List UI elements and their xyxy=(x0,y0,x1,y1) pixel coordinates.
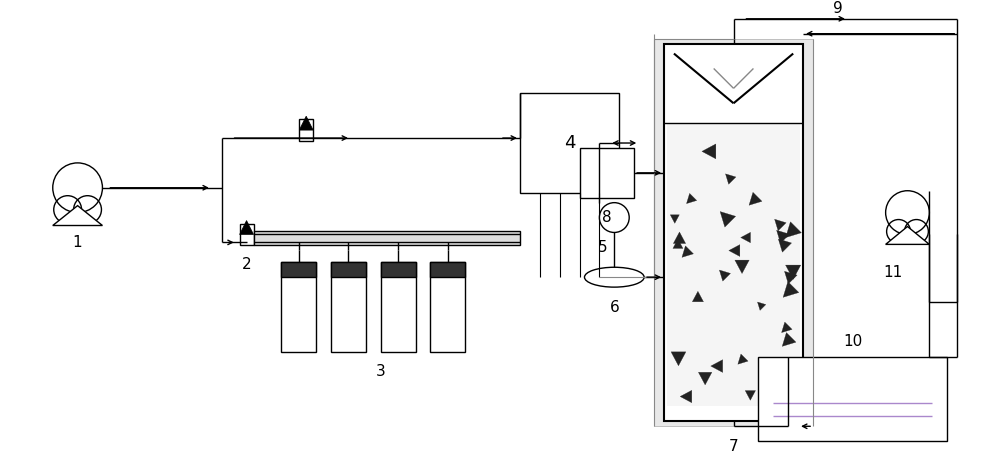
Bar xyxy=(281,262,316,277)
Polygon shape xyxy=(698,372,712,385)
Polygon shape xyxy=(778,239,792,252)
Polygon shape xyxy=(719,270,730,281)
Bar xyxy=(520,93,619,193)
Bar xyxy=(331,262,366,277)
Polygon shape xyxy=(886,227,929,244)
Polygon shape xyxy=(735,260,749,274)
Polygon shape xyxy=(749,192,762,205)
Polygon shape xyxy=(777,230,790,243)
Bar xyxy=(664,44,803,421)
Text: 7: 7 xyxy=(729,439,738,454)
Polygon shape xyxy=(240,220,254,235)
Bar xyxy=(299,119,313,141)
Text: 11: 11 xyxy=(883,265,902,280)
Bar xyxy=(580,148,634,198)
Polygon shape xyxy=(786,265,801,279)
Polygon shape xyxy=(673,239,683,248)
Polygon shape xyxy=(687,194,697,203)
Bar xyxy=(654,39,813,426)
Ellipse shape xyxy=(584,267,644,287)
Polygon shape xyxy=(757,302,766,310)
Polygon shape xyxy=(670,215,679,223)
Polygon shape xyxy=(299,116,313,130)
Text: 3: 3 xyxy=(376,364,386,379)
Text: 10: 10 xyxy=(843,334,862,349)
Polygon shape xyxy=(729,244,740,256)
Polygon shape xyxy=(784,271,797,284)
Text: 5: 5 xyxy=(598,240,607,255)
Polygon shape xyxy=(786,222,801,237)
Polygon shape xyxy=(682,246,693,257)
Polygon shape xyxy=(53,206,102,226)
Polygon shape xyxy=(783,282,799,297)
Bar xyxy=(240,224,254,245)
Bar xyxy=(667,123,800,406)
Bar xyxy=(254,231,520,245)
Circle shape xyxy=(599,203,629,233)
Text: 1: 1 xyxy=(73,235,82,250)
Text: 2: 2 xyxy=(242,257,251,272)
Polygon shape xyxy=(785,357,795,367)
Text: 9: 9 xyxy=(833,1,843,16)
Polygon shape xyxy=(738,354,748,364)
Polygon shape xyxy=(741,232,750,243)
Polygon shape xyxy=(783,376,796,389)
Polygon shape xyxy=(782,333,796,346)
Polygon shape xyxy=(711,360,723,373)
Polygon shape xyxy=(673,232,686,244)
Text: 8: 8 xyxy=(602,210,612,225)
Text: 4: 4 xyxy=(564,134,575,152)
Bar xyxy=(331,262,366,352)
Polygon shape xyxy=(720,211,736,227)
Polygon shape xyxy=(692,291,703,302)
Polygon shape xyxy=(702,144,716,159)
Polygon shape xyxy=(745,390,756,400)
Polygon shape xyxy=(775,219,786,231)
Text: 6: 6 xyxy=(609,300,619,315)
Bar xyxy=(381,262,416,277)
Polygon shape xyxy=(725,174,736,184)
Bar xyxy=(381,262,416,352)
Polygon shape xyxy=(782,322,792,333)
Bar xyxy=(281,262,316,352)
Bar xyxy=(430,262,465,352)
Bar xyxy=(430,262,465,277)
Polygon shape xyxy=(680,390,692,403)
Polygon shape xyxy=(671,352,686,366)
Bar xyxy=(758,357,947,441)
